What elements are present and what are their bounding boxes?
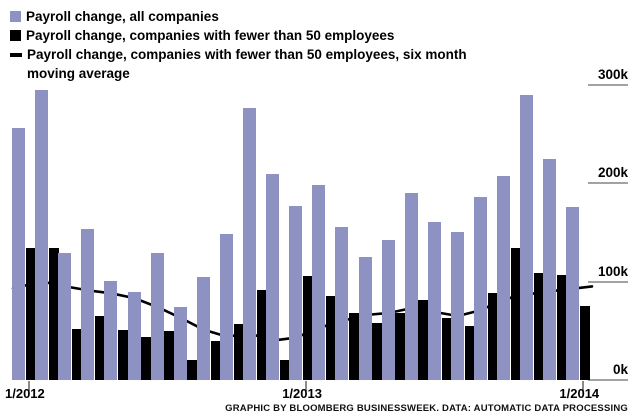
y-axis-tick-line [588, 379, 628, 381]
bar-all-companies-2-2012 [35, 90, 49, 380]
legend-label: Payroll change, companies with fewer tha… [27, 47, 467, 81]
bar-all-companies-3-2012 [58, 252, 72, 380]
bar-small-companies-1-2014 [580, 306, 591, 380]
y-axis-label: 0k [612, 362, 628, 377]
y-axis-label: 100k [597, 263, 628, 279]
bar-all-companies-11-2013 [520, 95, 534, 380]
bar-all-companies-5-2013 [381, 240, 395, 380]
bar-all-companies-5-2012 [104, 280, 118, 380]
bar-small-companies-8-2012 [187, 360, 198, 380]
bar-small-companies-2-2012 [48, 248, 59, 380]
bar-small-companies-12-2012 [279, 360, 290, 380]
bar-small-companies-4-2013 [372, 322, 383, 380]
bar-small-companies-4-2012 [95, 316, 105, 380]
bar-small-companies-11-2012 [256, 290, 267, 380]
bar-small-companies-3-2013 [349, 313, 360, 380]
x-axis-label: 1/2012 [5, 386, 45, 401]
bar-small-companies-6-2013 [418, 300, 429, 380]
bar-small-companies-1-2013 [302, 275, 313, 380]
bar-small-companies-5-2012 [118, 329, 129, 381]
chart-legend: Payroll change, all companies Payroll cha… [10, 7, 570, 83]
bar-small-companies-10-2013 [510, 248, 521, 380]
bar-all-companies-9-2012 [196, 276, 210, 380]
legend-square-icon [10, 11, 21, 22]
legend-item-all-companies: Payroll change, all companies [10, 7, 570, 26]
bar-all-companies-2-2013 [312, 185, 326, 380]
bar-all-companies-3-2013 [335, 227, 349, 380]
bar-all-companies-12-2012 [266, 174, 280, 380]
bar-small-companies-5-2013 [395, 313, 406, 380]
bar-small-companies-8-2013 [464, 325, 475, 380]
bar-all-companies-1-2013 [289, 205, 303, 380]
bar-all-companies-1-2012 [12, 127, 25, 380]
bar-small-companies-7-2013 [441, 317, 452, 380]
bar-small-companies-9-2012 [210, 340, 221, 380]
bar-small-companies-1-2012 [25, 248, 36, 380]
y-axis-tick-line [588, 182, 628, 184]
x-axis-label: 1/2014 [559, 386, 600, 401]
y-axis-label: 300k [597, 66, 628, 82]
bar-all-companies-4-2013 [358, 256, 372, 380]
x-axis-label: 1/2013 [282, 386, 322, 401]
bar-small-companies-9-2013 [487, 293, 498, 380]
bar-small-companies-2-2013 [326, 296, 336, 380]
legend-item-small-companies: Payroll change, companies with fewer tha… [10, 26, 570, 45]
y-axis-tick-line [588, 83, 628, 86]
bar-all-companies-10-2013 [497, 176, 511, 380]
bar-all-companies-10-2012 [219, 234, 233, 380]
x-axis-tick-mark [582, 381, 585, 391]
legend-label: Payroll change, companies with fewer tha… [26, 28, 395, 43]
bar-small-companies-6-2012 [141, 336, 152, 380]
bar-all-companies-6-2012 [127, 292, 141, 380]
bar-all-companies-7-2013 [427, 222, 441, 380]
legend-square-icon [10, 30, 21, 41]
x-axis-tick-mark [28, 381, 30, 391]
bar-small-companies-10-2012 [233, 323, 244, 380]
bar-all-companies-8-2013 [450, 232, 464, 380]
legend-label: Payroll change, all companies [26, 9, 219, 24]
bar-small-companies-12-2013 [557, 274, 567, 380]
bar-all-companies-11-2012 [243, 108, 256, 380]
x-axis-tick-mark [305, 381, 308, 391]
bar-all-companies-8-2012 [173, 307, 187, 380]
bar-small-companies-11-2013 [533, 272, 544, 380]
legend-item-small-companies-ma: Payroll change, companies with fewer tha… [10, 45, 570, 83]
bar-all-companies-1-2014 [566, 206, 580, 380]
bar-all-companies-4-2012 [81, 229, 95, 380]
y-axis-label: 200k [597, 165, 628, 180]
legend-dash-icon [10, 53, 22, 57]
bar-all-companies-12-2013 [543, 159, 557, 380]
attribution-text: GRAPHIC BY BLOOMBERG BUSINESSWEEK. DATA:… [225, 403, 628, 414]
bar-small-companies-7-2012 [164, 330, 175, 380]
bar-all-companies-6-2013 [404, 192, 418, 380]
bar-small-companies-3-2012 [71, 328, 82, 380]
bar-all-companies-9-2013 [474, 196, 487, 380]
bar-all-companies-7-2012 [150, 252, 164, 380]
y-axis-tick-line [588, 280, 628, 283]
